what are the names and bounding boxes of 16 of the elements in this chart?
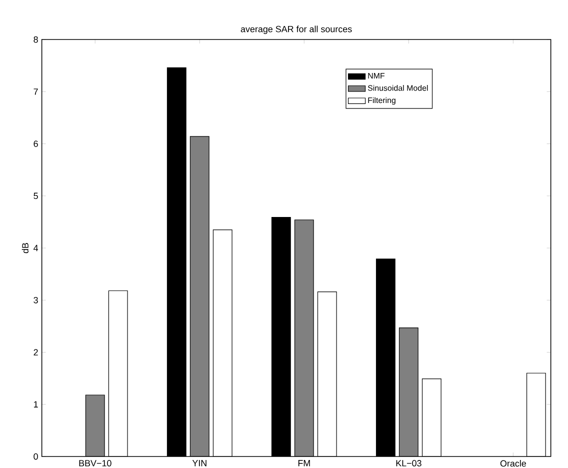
x-tick-label: YIN <box>192 460 206 466</box>
y-tick-label: 4 <box>34 244 38 252</box>
y-tick-label: 7 <box>34 88 38 95</box>
y-tick-label: 3 <box>34 296 38 304</box>
y-axis-title: dB <box>22 243 28 254</box>
y-tick-label: 1 <box>34 401 38 408</box>
y-tick-label: 8 <box>34 36 38 43</box>
y-tick-label: 2 <box>34 349 38 356</box>
y-tick-label: 5 <box>34 192 38 200</box>
chart-title: average SAR for all sources <box>240 26 352 34</box>
x-tick-label: FM <box>298 460 310 466</box>
y-tick-label: 0 <box>34 453 38 460</box>
x-tick-label: BBV−10 <box>79 460 112 466</box>
x-tick-label: Oracle <box>500 460 526 467</box>
y-tick-label: 6 <box>34 140 38 147</box>
x-tick-label: KL−03 <box>396 460 422 466</box>
